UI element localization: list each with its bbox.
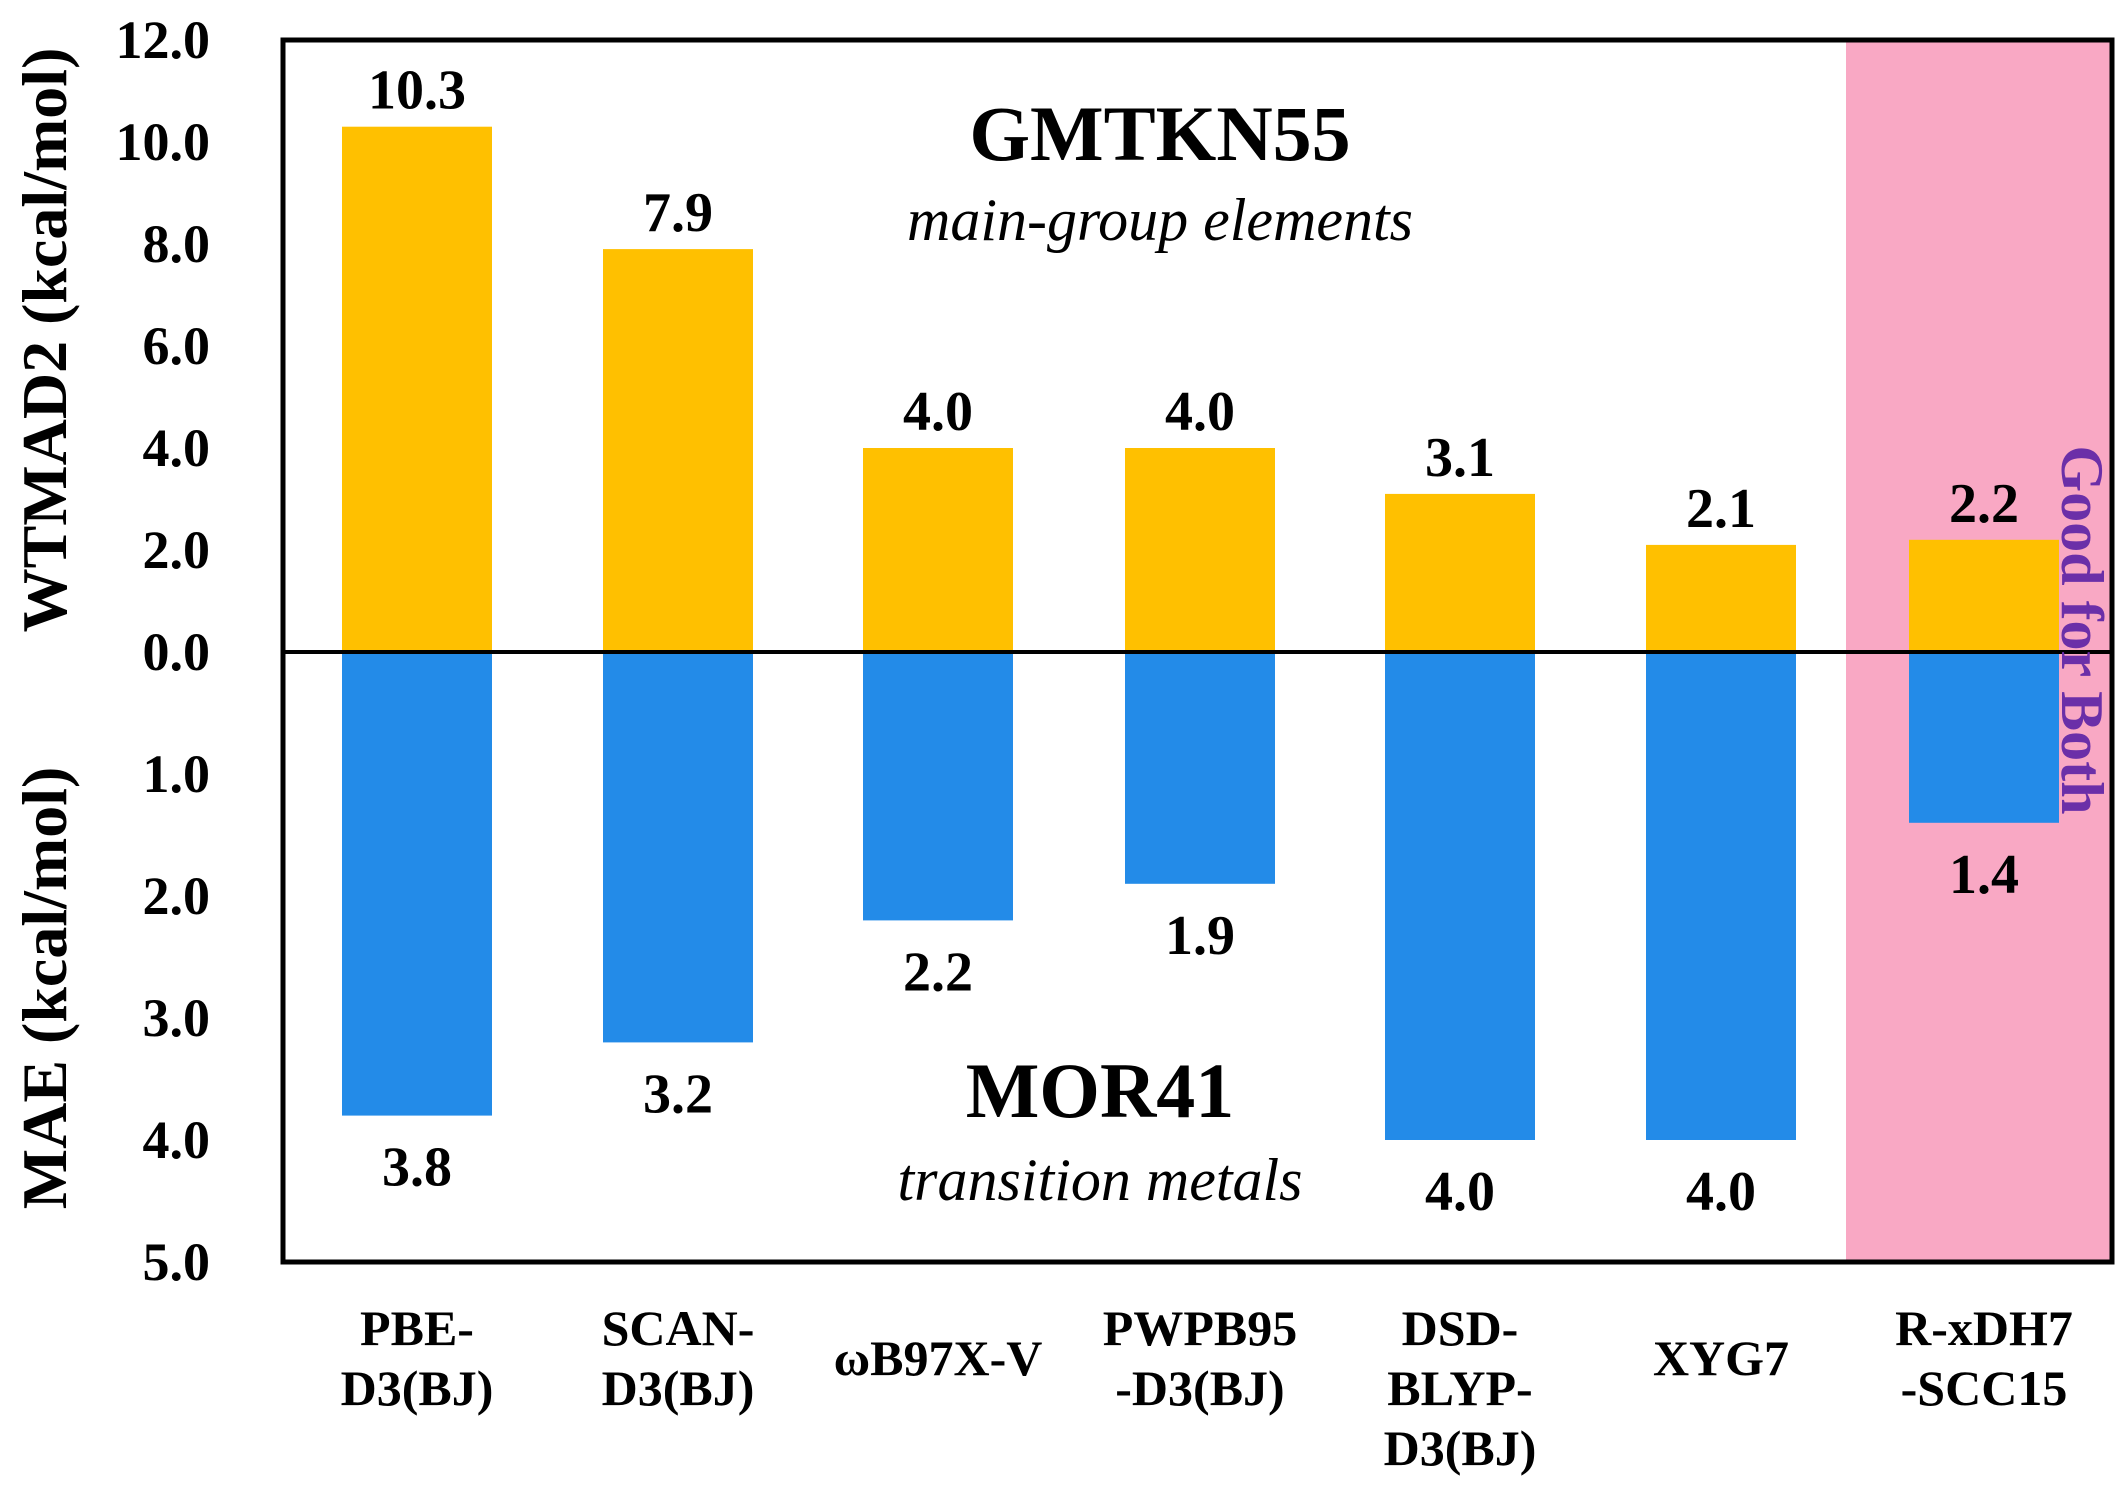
- data-label-lower-6: 1.4: [1949, 844, 2019, 906]
- data-label-upper-1: 7.9: [643, 182, 713, 244]
- upper-tick-label-1: 2.0: [143, 520, 211, 580]
- category-label-5-0: XYG7: [1653, 1330, 1789, 1386]
- lower-tick-label-5: 5.0: [143, 1232, 211, 1292]
- upper-tick-label-6: 12.0: [116, 10, 211, 70]
- bar-upper-4: [1385, 493, 1535, 652]
- category-label-4-0: DSD-: [1402, 1300, 1519, 1356]
- bar-upper-6: [1909, 539, 2059, 652]
- highlight-label: Good for Both: [2049, 446, 2115, 815]
- upper-tick-label-2: 4.0: [143, 418, 211, 478]
- lower-annotation-subtitle: transition metals: [897, 1147, 1302, 1213]
- upper-annotation-title: GMTKN55: [969, 90, 1350, 177]
- lower-axis-title: MAE (kcal/mol): [9, 767, 80, 1210]
- upper-tick-label-3: 6.0: [143, 316, 211, 376]
- bar-lower-4: [1385, 652, 1535, 1140]
- data-label-upper-3: 4.0: [1165, 381, 1235, 443]
- bar-lower-0: [342, 652, 492, 1116]
- categories-layer: PBE-D3(BJ)SCAN-D3(BJ)ωB97X-VPWPB95-D3(BJ…: [341, 1300, 2073, 1476]
- upper-annotation-subtitle: main-group elements: [907, 187, 1413, 253]
- data-label-upper-2: 4.0: [903, 381, 973, 443]
- data-label-upper-4: 3.1: [1425, 427, 1495, 489]
- data-label-lower-2: 2.2: [903, 941, 973, 1003]
- data-label-upper-5: 2.1: [1686, 478, 1756, 540]
- category-label-2-0: ωB97X-V: [834, 1330, 1043, 1386]
- lower-tick-label-1: 1.0: [143, 744, 211, 804]
- data-label-upper-6: 2.2: [1949, 473, 2019, 535]
- lower-tick-label-2: 2.0: [143, 866, 211, 926]
- bar-lower-5: [1646, 652, 1796, 1140]
- data-label-lower-0: 3.8: [382, 1137, 452, 1199]
- labels-layer: 10.3 7.9 4.0 4.0 3.1 2.1 2.2 3.8 3.2 2.2 1.9 4.0 4.0…: [368, 60, 2019, 1223]
- lower-tick-label-4: 4.0: [143, 1110, 211, 1170]
- ticks-layer: 0.0 2.0 4.0 6.0 8.0 10.0 12.0 1.0 2.0 3.0 4.0 5.0: [116, 10, 211, 1292]
- lower-annotation-title: MOR41: [966, 1047, 1235, 1134]
- bar-lower-1: [603, 652, 753, 1043]
- bar-lower-3: [1125, 652, 1275, 884]
- upper-tick-label-5: 10.0: [116, 112, 211, 172]
- data-label-lower-1: 3.2: [643, 1063, 713, 1125]
- bar-lower-6: [1909, 652, 2059, 823]
- bar-lower-2: [863, 652, 1013, 921]
- upper-tick-label-0: 0.0: [143, 622, 211, 682]
- bar-upper-2: [863, 448, 1013, 652]
- data-label-upper-0: 10.3: [368, 60, 466, 122]
- category-label-1-0: SCAN-: [602, 1300, 755, 1356]
- data-label-lower-3: 1.9: [1165, 905, 1235, 967]
- data-label-lower-5: 4.0: [1686, 1161, 1756, 1223]
- bar-upper-1: [603, 249, 753, 652]
- category-label-0-1: D3(BJ): [341, 1360, 494, 1416]
- category-label-3-1: -D3(BJ): [1115, 1360, 1284, 1416]
- category-label-0-0: PBE-: [360, 1300, 474, 1356]
- lower-tick-label-3: 3.0: [143, 988, 211, 1048]
- upper-axis-title: WTMAD2 (kcal/mol): [9, 48, 80, 633]
- bar-upper-5: [1646, 544, 1796, 652]
- plot-frame: [280, 37, 2115, 1265]
- bars-layer: [342, 126, 2059, 1140]
- data-label-lower-4: 4.0: [1425, 1161, 1495, 1223]
- category-label-4-2: D3(BJ): [1384, 1420, 1537, 1476]
- category-label-6-0: R-xDH7: [1895, 1300, 2073, 1356]
- category-label-1-1: D3(BJ): [602, 1360, 755, 1416]
- upper-tick-label-4: 8.0: [143, 214, 211, 274]
- bar-upper-3: [1125, 448, 1275, 652]
- category-label-6-1: -SCC15: [1901, 1360, 2068, 1416]
- category-label-4-1: BLYP-: [1387, 1360, 1532, 1416]
- bar-upper-0: [342, 126, 492, 652]
- category-label-3-0: PWPB95: [1103, 1300, 1297, 1356]
